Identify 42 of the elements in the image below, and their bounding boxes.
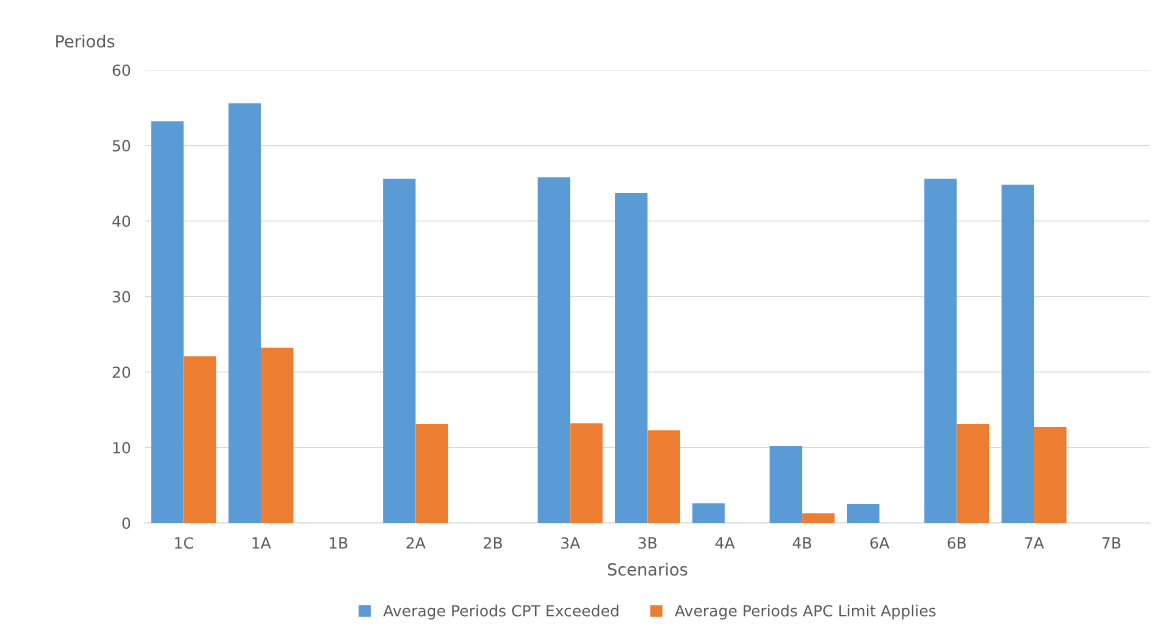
x-tick-label: 6B (947, 537, 966, 549)
x-tick-label: 7A (1025, 537, 1044, 549)
bar (846, 504, 880, 523)
x-tick-label: 3A (561, 537, 581, 549)
x-tick-label: 2A (406, 537, 426, 549)
x-tick-label: 3B (638, 537, 657, 549)
bar (537, 177, 571, 523)
y-tick-label: 10 (113, 441, 131, 454)
bar (615, 193, 648, 523)
y-axis-title: Periods (56, 34, 115, 48)
x-tick-label: 6A (870, 537, 890, 549)
y-tick-label: 20 (112, 366, 131, 379)
y-tick-label: 0 (122, 517, 131, 530)
bar (692, 503, 725, 523)
bar (228, 103, 261, 523)
bar (924, 178, 957, 523)
x-tick-label: 1A (252, 537, 271, 549)
bar (802, 513, 835, 523)
bar (183, 356, 217, 523)
bar (570, 423, 603, 523)
x-tick-label: 2B (483, 537, 502, 549)
y-tick-label: 40 (112, 215, 131, 228)
x-tick-label: 4A (715, 537, 735, 549)
bar (956, 424, 990, 523)
y-tick-label: 50 (112, 139, 131, 152)
y-tick-label: 60 (112, 64, 131, 77)
x-tick-label: 4B (792, 537, 812, 549)
bar (769, 445, 803, 523)
bar (260, 347, 294, 523)
bar (647, 430, 680, 523)
bar (1034, 427, 1067, 523)
bar (415, 424, 449, 523)
x-axis-title: Scenarios (608, 562, 688, 576)
legend-label: Average Periods APC Limit Applies (674, 604, 936, 620)
x-tick-label: 1C (175, 537, 194, 549)
bar (383, 178, 416, 523)
bar (1001, 184, 1035, 523)
y-tick-label: 30 (112, 290, 131, 303)
x-tick-label: 1B (329, 537, 348, 549)
bar (151, 121, 184, 523)
legend-label: Average Periods CPT Exceeded (383, 604, 619, 620)
x-tick-label: 7B (1102, 537, 1121, 549)
